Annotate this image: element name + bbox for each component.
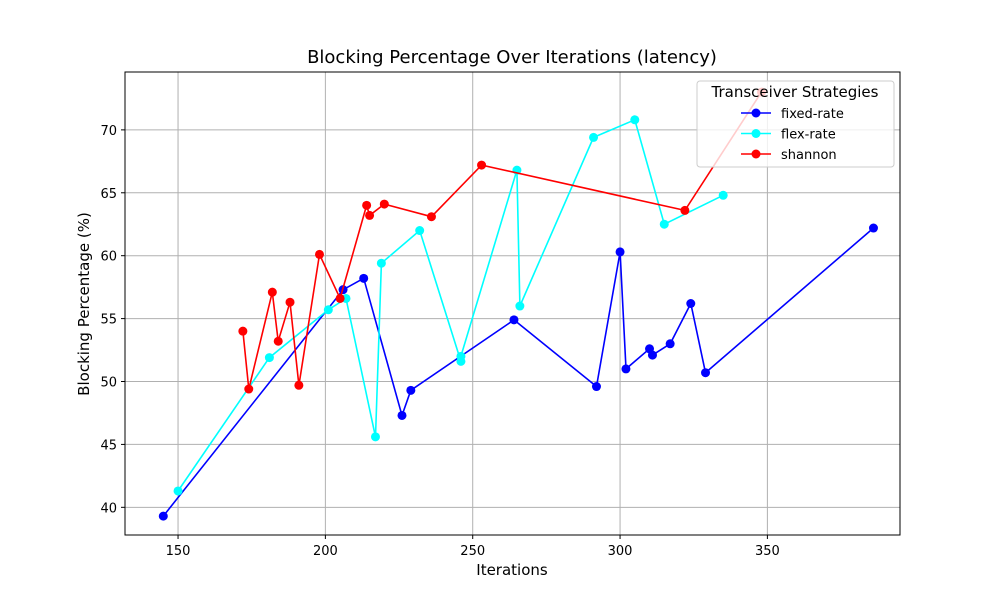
- y-tick-label: 70: [100, 124, 117, 139]
- legend-entry-shannon: shannon: [741, 148, 837, 163]
- y-axis-label: Blocking Percentage (%): [75, 212, 93, 396]
- x-axis-label: Iterations: [476, 561, 548, 579]
- plot-frame: [124, 71, 901, 536]
- data-point-flex-rate: [456, 351, 466, 361]
- data-point-flex-rate: [515, 301, 525, 311]
- data-point-shannon: [314, 249, 324, 259]
- y-tick-label: 50: [100, 376, 117, 391]
- data-point-shannon: [680, 205, 690, 215]
- legend-title: Transceiver Strategies: [711, 83, 879, 101]
- y-tick-label: 40: [100, 501, 117, 516]
- legend-box: [696, 80, 895, 168]
- legend: Transceiver Strategies fixed-rate flex-ra…: [696, 80, 895, 168]
- legend-label: flex-rate: [781, 128, 836, 143]
- series-layer: [158, 87, 878, 521]
- data-point-flex-rate: [589, 132, 599, 142]
- data-point-fixed-rate: [359, 273, 369, 283]
- data-point-fixed-rate: [686, 299, 696, 308]
- data-point-shannon: [365, 210, 375, 220]
- series-line-shannon: [242, 91, 763, 390]
- series-line-flex-rate: [177, 118, 724, 492]
- data-point-fixed-rate: [665, 339, 675, 349]
- data-point-shannon: [267, 287, 277, 297]
- series-flex-rate: [173, 115, 728, 496]
- data-point-shannon: [362, 200, 372, 210]
- legend-entries: fixed-rate flex-rate shannon: [741, 107, 844, 163]
- data-point-flex-rate: [415, 226, 425, 236]
- data-point-fixed-rate: [397, 410, 407, 420]
- data-point-shannon: [244, 384, 254, 394]
- data-point-fixed-rate: [868, 223, 878, 233]
- data-point-shannon: [379, 199, 389, 209]
- data-point-flex-rate: [376, 258, 386, 268]
- data-point-fixed-rate: [406, 385, 416, 395]
- x-tick-label: 350: [755, 544, 780, 559]
- legend-label: shannon: [781, 148, 837, 163]
- data-point-shannon: [335, 293, 345, 303]
- data-point-flex-rate: [659, 219, 669, 229]
- y-tick-label: 65: [100, 187, 117, 202]
- data-point-flex-rate: [264, 353, 274, 363]
- data-point-fixed-rate: [158, 511, 168, 521]
- y-tick-label: 60: [100, 250, 117, 265]
- data-point-flex-rate: [173, 486, 183, 496]
- legend-swatch-marker: [751, 149, 761, 159]
- data-point-fixed-rate: [621, 364, 631, 374]
- y-tick-label: 45: [100, 438, 117, 453]
- legend-swatch-marker: [751, 129, 761, 138]
- x-tick-label: 150: [166, 544, 191, 559]
- legend-swatch-marker: [751, 108, 761, 118]
- data-point-fixed-rate: [615, 247, 625, 257]
- x-tick-label: 300: [608, 544, 633, 559]
- data-point-shannon: [426, 212, 436, 222]
- x-tick-label: 250: [460, 544, 485, 559]
- y-tick-label: 55: [100, 313, 117, 328]
- data-point-flex-rate: [323, 305, 333, 315]
- series-shannon: [238, 87, 767, 394]
- data-point-fixed-rate: [701, 368, 711, 378]
- data-point-shannon: [273, 336, 283, 346]
- data-point-fixed-rate: [591, 382, 601, 392]
- data-point-flex-rate: [630, 115, 640, 125]
- chart-title: Blocking Percentage Over Iterations (lat…: [307, 47, 717, 68]
- data-point-flex-rate: [370, 432, 380, 442]
- data-point-shannon: [477, 160, 487, 170]
- legend-entry-flex-rate: flex-rate: [741, 128, 836, 143]
- legend-label: fixed-rate: [781, 107, 844, 122]
- data-point-shannon: [238, 326, 248, 336]
- x-tick-label: 200: [313, 544, 338, 559]
- data-point-shannon: [285, 297, 295, 307]
- data-point-fixed-rate: [647, 350, 657, 360]
- data-point-fixed-rate: [509, 315, 519, 325]
- series-fixed-rate: [158, 223, 878, 521]
- ticks: 150 200 250 300 350 40 45 50 55 60 65 70: [100, 124, 779, 559]
- data-point-flex-rate: [718, 190, 728, 200]
- data-point-shannon: [294, 380, 304, 390]
- legend-entry-fixed-rate: fixed-rate: [741, 107, 844, 122]
